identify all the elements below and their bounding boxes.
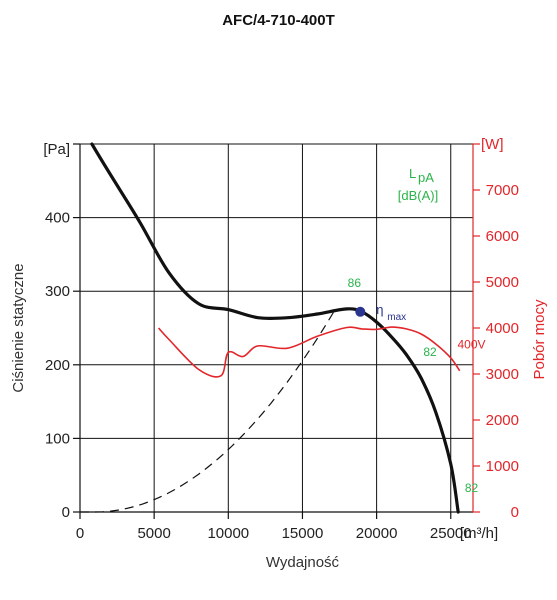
eta-sub-label: max bbox=[387, 312, 406, 323]
power-series-label: 400V bbox=[458, 338, 486, 352]
labels: Wydajność Ciśnienie statyczne Pobór mocy ηm… bbox=[10, 166, 548, 571]
y-tick-label-left: 300 bbox=[45, 283, 70, 300]
y-tick-label-left: 0 bbox=[62, 504, 70, 521]
y-tick-label-right: 0 bbox=[511, 504, 519, 521]
x-tick-label: 0 bbox=[76, 525, 84, 542]
noise-label-pA: pA bbox=[418, 170, 434, 185]
grid bbox=[80, 143, 474, 512]
y-tick-label-right: 2000 bbox=[486, 412, 519, 429]
y-tick-label-right: 7000 bbox=[486, 182, 519, 199]
eta-max-point bbox=[355, 306, 366, 317]
pressure-curve bbox=[90, 142, 460, 514]
y-tick-label-left: 400 bbox=[45, 210, 70, 227]
y-tick-label-right: 6000 bbox=[486, 228, 519, 245]
x-tick-label: 15000 bbox=[282, 525, 324, 542]
x-tick-label: 20000 bbox=[356, 525, 398, 542]
y-tick-label-right: 5000 bbox=[486, 274, 519, 291]
noise-level-label: 86 bbox=[348, 276, 362, 290]
power-curve-400v bbox=[158, 326, 461, 378]
y-tick-label-right: 4000 bbox=[486, 320, 519, 337]
y-tick-label-left: 100 bbox=[45, 430, 70, 447]
y-unit-left: [Pa] bbox=[43, 141, 70, 158]
noise-level-label: 82 bbox=[423, 345, 437, 359]
noise-label-L: L bbox=[409, 166, 416, 181]
system-curve-dashed bbox=[80, 309, 336, 513]
noise-level-label: 82 bbox=[465, 481, 479, 495]
y-axis-title-right: Pobór mocy bbox=[531, 299, 548, 380]
eta-label: η bbox=[376, 302, 383, 317]
y-tick-label-right: 1000 bbox=[486, 458, 519, 475]
x-axis-title: Wydajność bbox=[266, 554, 340, 571]
x-tick-label: 5000 bbox=[137, 525, 170, 542]
y-tick-label-right: 3000 bbox=[486, 366, 519, 383]
noise-unit-label: [dB(A)] bbox=[398, 188, 438, 203]
y-axis-title-left: Ciśnienie statyczne bbox=[10, 263, 27, 392]
chart-title: AFC/4-710-400T bbox=[222, 12, 335, 29]
y-tick-label-left: 200 bbox=[45, 357, 70, 374]
x-tick-label: 10000 bbox=[207, 525, 249, 542]
x-unit-label: [m³/h] bbox=[460, 525, 498, 542]
x-tick-label: 25000 bbox=[430, 525, 472, 542]
y-unit-right: [W] bbox=[481, 136, 504, 153]
curves bbox=[80, 142, 461, 514]
